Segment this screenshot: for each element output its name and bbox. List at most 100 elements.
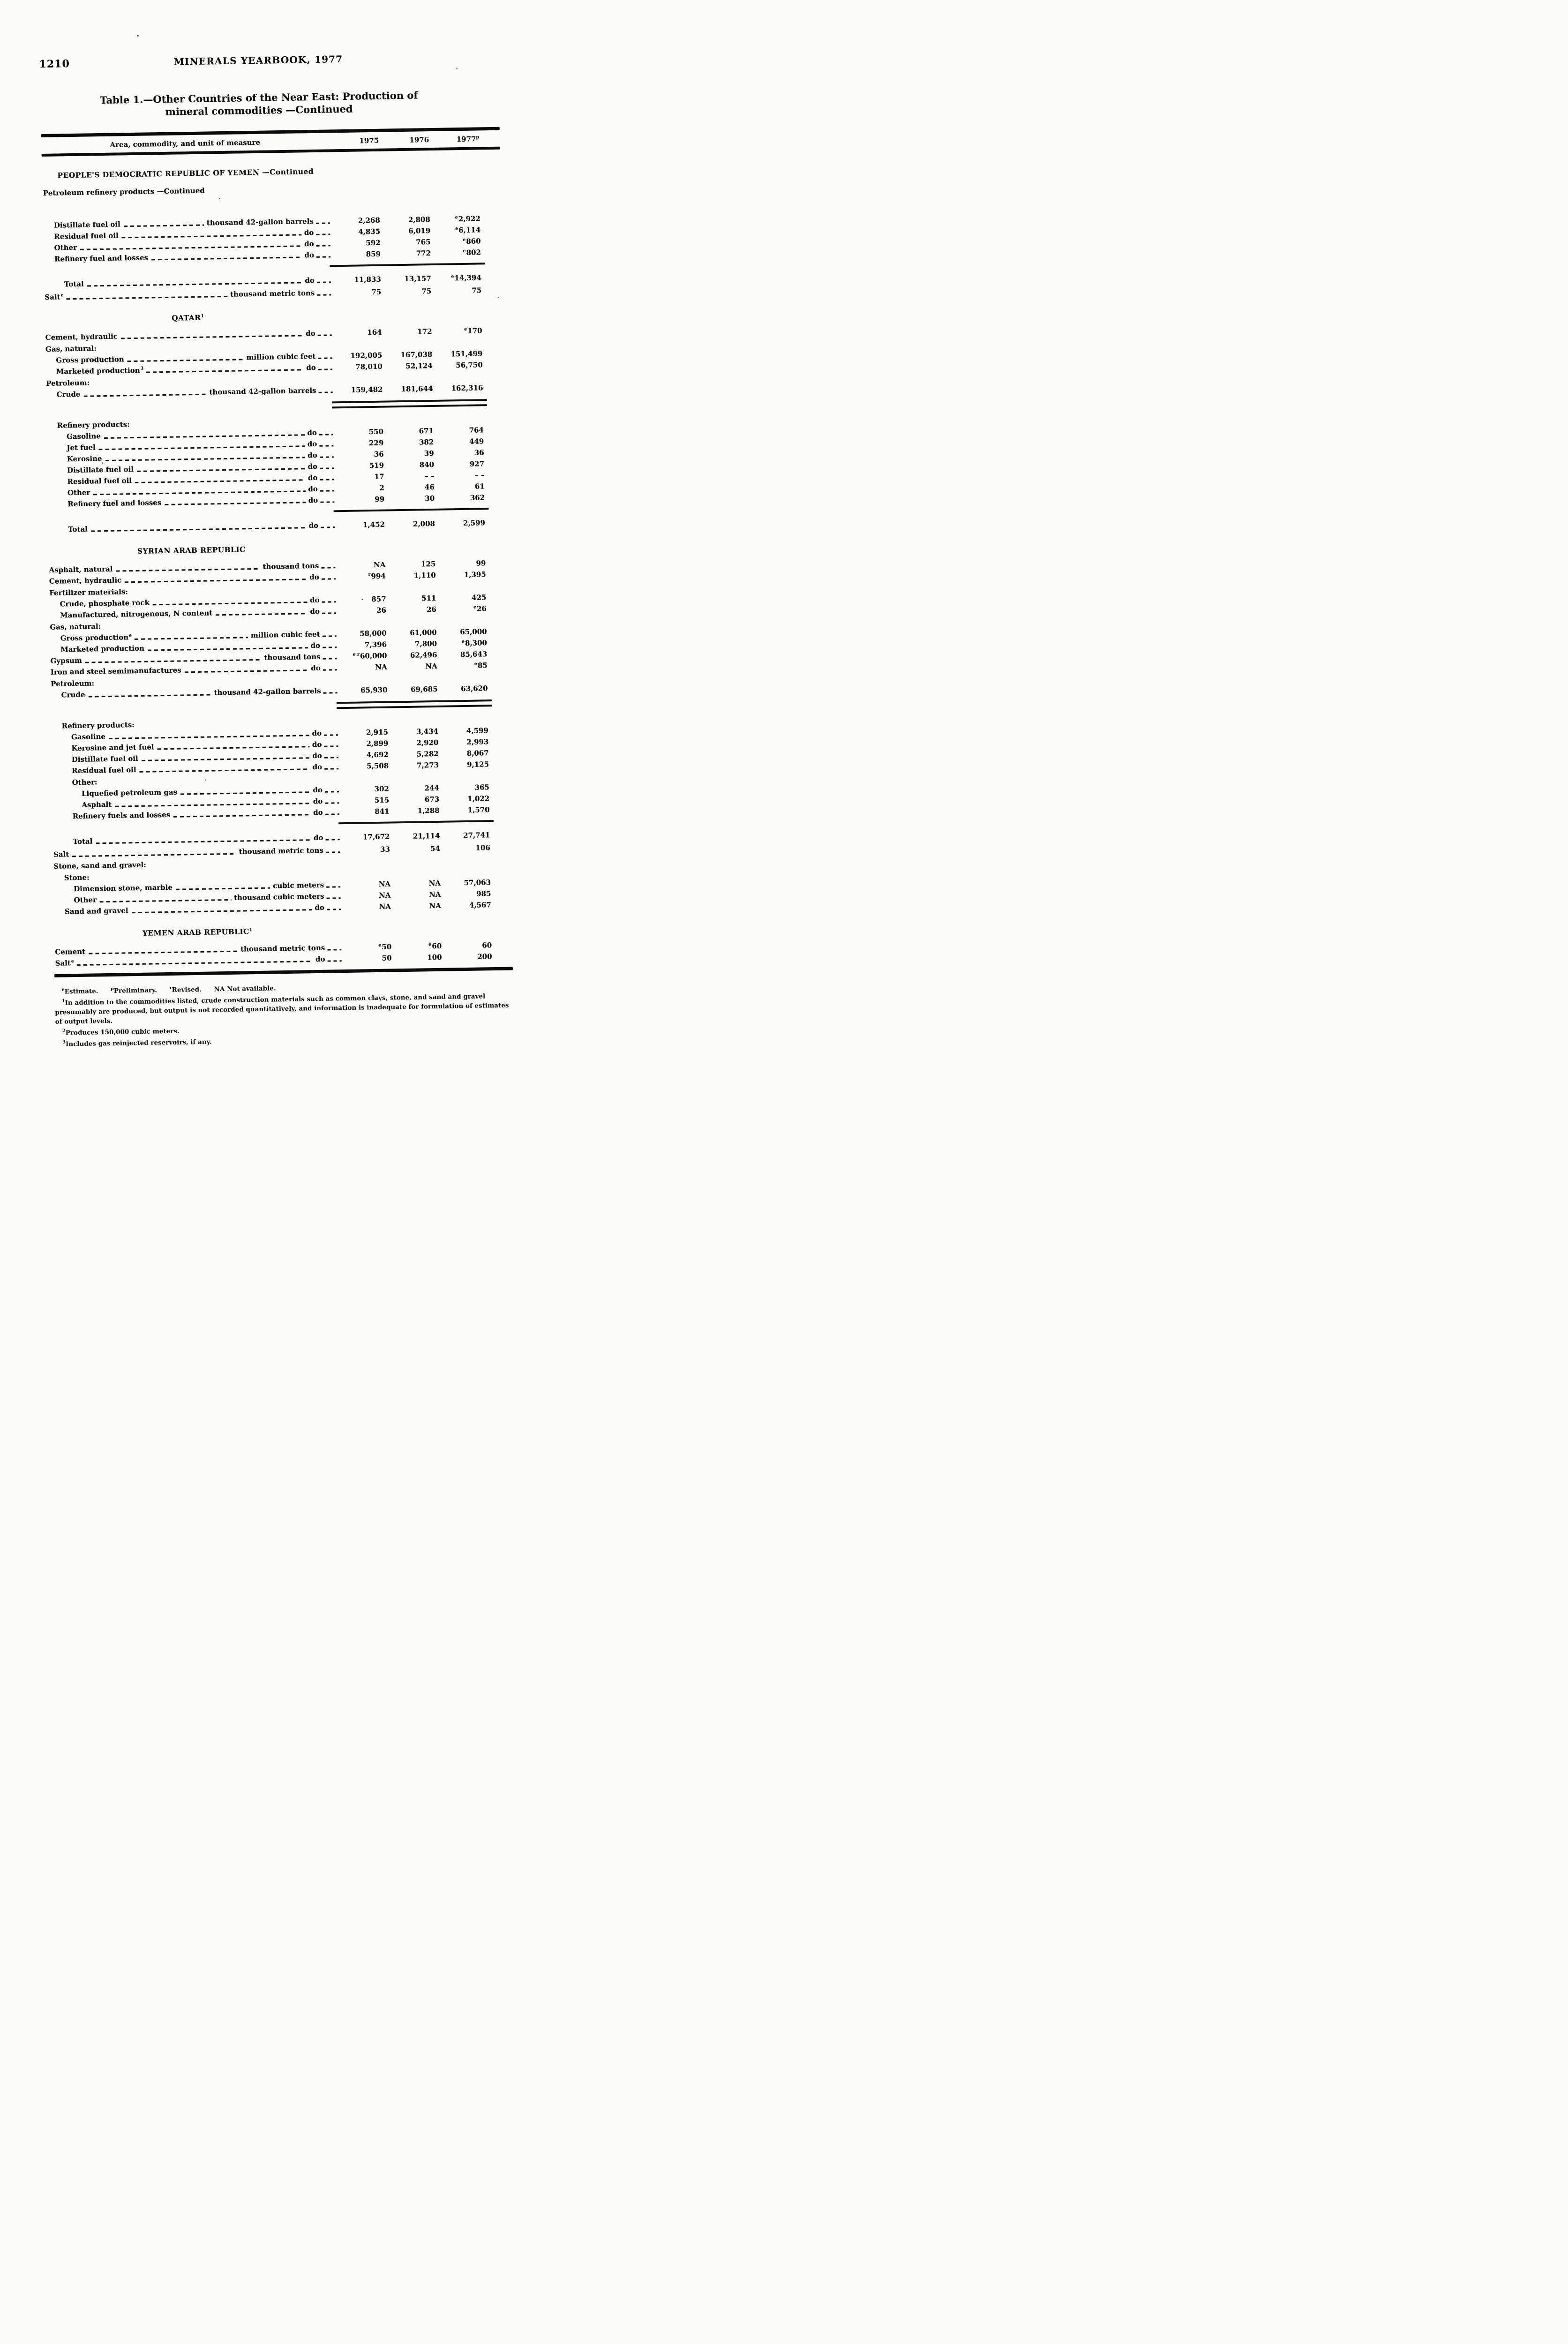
scan-speckle <box>219 198 221 200</box>
row-unit: do <box>315 954 325 964</box>
row-unit: do <box>315 903 325 912</box>
row-unit: thousand metric tons <box>239 846 324 856</box>
row-unit: thousand 42-gallon barrels <box>209 386 316 397</box>
value-1977: – – <box>475 471 485 480</box>
dotted-leader-short <box>324 757 338 759</box>
table-title: Table 1.—Other Countries of the Near Eas… <box>0 87 520 121</box>
scan-speckle <box>137 35 139 37</box>
value-1975: 2,268 <box>358 216 381 225</box>
value-1975: NA <box>375 662 387 671</box>
value-1976: 2,008 <box>413 519 435 528</box>
value-1977: 151,499 <box>450 349 483 359</box>
value-1977: 4,567 <box>469 901 491 909</box>
dotted-leader <box>85 659 262 663</box>
row-label: Jet fuel <box>67 443 96 452</box>
values-double-rule <box>331 399 488 409</box>
dotted-leader <box>131 909 312 914</box>
dotted-leader <box>76 961 313 966</box>
dotted-leader <box>121 335 303 339</box>
value-1977: 63,620 <box>461 684 488 693</box>
value-1975: NA <box>373 560 386 570</box>
dotted-leader-short <box>319 445 334 447</box>
value-1975: 859 <box>366 249 381 259</box>
row-unit: do <box>306 363 316 372</box>
value-1975: 11,833 <box>354 275 381 284</box>
value-1976: 69,685 <box>411 684 438 694</box>
dotted-leader-short <box>316 245 330 247</box>
dotted-leader-short <box>316 233 330 235</box>
value-1977: 200 <box>477 952 492 961</box>
subsection-label: Petroleum refinery products —Continued <box>43 186 205 197</box>
dotted-leader-short <box>315 222 330 224</box>
value-1976: 3,434 <box>416 727 439 736</box>
dotted-leader <box>66 295 228 300</box>
row-unit: do <box>312 740 322 749</box>
dotted-leader-short <box>323 669 337 671</box>
dotted-leader-short <box>322 635 337 637</box>
dotted-leader <box>116 568 260 572</box>
dotted-leader-short <box>323 692 338 694</box>
value-1977: e860 <box>463 237 481 246</box>
value-1977: 425 <box>472 593 487 602</box>
value-1976: 30 <box>425 494 435 503</box>
value-1975: r994 <box>368 571 386 581</box>
dotted-leader-short <box>327 960 342 962</box>
footnotes: eEstimate. pPreliminary. rRevised. NA No… <box>54 978 514 1049</box>
value-1977: 162,316 <box>451 383 483 393</box>
row-unit: do <box>309 595 320 605</box>
dotted-leader <box>96 839 311 844</box>
dotted-leader <box>87 282 302 287</box>
value-1976: 2,920 <box>416 738 439 747</box>
footnote-key-estimate: eEstimate. <box>61 987 98 996</box>
row-label: Distillate fuel oil <box>71 754 138 764</box>
value-1977: e2,922 <box>455 214 480 224</box>
value-1975: 519 <box>369 461 384 470</box>
value-1977: 36 <box>474 448 484 457</box>
row-label: Dimension stone, marble <box>74 883 173 894</box>
value-1976: 75 <box>421 287 432 296</box>
row-unit: thousand 42-gallon barrels <box>214 686 321 697</box>
value-1977: 106 <box>475 843 491 852</box>
row-label: Total <box>73 837 93 846</box>
table-bottom-rule <box>54 967 513 977</box>
dotted-leader <box>184 669 308 673</box>
value-1977: e26 <box>473 604 487 613</box>
value-1977: 75 <box>472 286 482 295</box>
value-1976: 181,644 <box>401 384 433 394</box>
dotted-leader-short <box>325 839 340 841</box>
row-label: Refinery fuel and losses <box>68 498 162 509</box>
row-label: Marketed production <box>60 644 145 654</box>
value-1977: 927 <box>469 459 485 468</box>
dotted-leader <box>165 502 306 506</box>
row-unit: thousand cubic meters <box>234 892 324 902</box>
dotted-leader <box>139 768 310 773</box>
row-label: Distillate fuel oil <box>67 465 134 475</box>
dotted-leader <box>147 647 308 651</box>
row-label: Manufactured, nitrogenous, N content <box>60 609 213 620</box>
row-unit: do <box>304 228 314 237</box>
dotted-leader-short <box>322 601 336 603</box>
value-1975: 17 <box>374 472 384 481</box>
row-unit: do <box>304 250 315 260</box>
dotted-leader-short <box>322 612 337 614</box>
value-1975: 33 <box>380 845 390 854</box>
value-1975: 841 <box>375 807 390 816</box>
row-label: Refinery fuel and losses <box>54 253 149 263</box>
row-unit: do <box>307 428 317 437</box>
value-1976: 1,288 <box>417 806 440 815</box>
value-1976: NA <box>425 661 437 671</box>
row-label: Gypsum <box>50 656 82 665</box>
value-1977: e14,394 <box>451 273 481 283</box>
dotted-leader-short <box>323 658 337 660</box>
value-1977: 764 <box>469 426 484 435</box>
row-unit: do <box>308 484 318 494</box>
value-1975: 2,899 <box>366 739 389 748</box>
value-1976: 46 <box>424 482 435 492</box>
value-1977: 56,750 <box>456 361 483 370</box>
running-head-row: 1210 MINERALS YEARBOOK, 1977 <box>0 51 520 73</box>
dotted-leader-short <box>320 490 334 492</box>
dotted-leader-short <box>320 467 334 469</box>
value-1976: 125 <box>420 559 436 569</box>
country-heading: PEOPLE'S DEMOCRATIC REPUBLIC OF YEMEN —C… <box>42 165 329 180</box>
row-label: Iron and steel semimanufactures <box>50 666 181 676</box>
